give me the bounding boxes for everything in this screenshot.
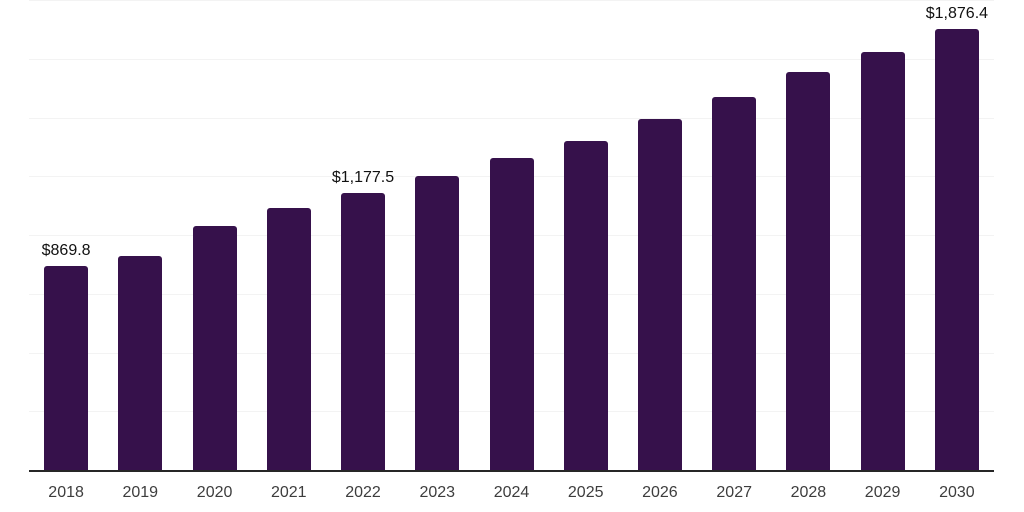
bar-2026 [638, 118, 682, 470]
x-tick-2029: 2029 [864, 484, 901, 501]
bar-2030 [934, 29, 979, 470]
x-tick-2018: 2018 [48, 484, 84, 501]
x-tick-2025: 2025 [567, 484, 604, 501]
gridline-2000 [29, 0, 994, 1]
bar-2019 [118, 255, 163, 470]
x-tick-2023: 2023 [419, 484, 456, 501]
bar-2025 [563, 140, 608, 470]
x-tick-2024: 2024 [493, 484, 530, 501]
value-label-2022: $1,177.5 [331, 169, 395, 187]
x-tick-2019: 2019 [122, 484, 159, 501]
bar-2027 [712, 96, 757, 470]
x-tick-2021: 2021 [270, 484, 307, 501]
x-tick-2020: 2020 [196, 484, 233, 501]
bar-2018 [44, 265, 89, 470]
value-label-2018: $869.8 [41, 241, 91, 259]
x-tick-2028: 2028 [790, 484, 827, 501]
bar-2021 [266, 208, 311, 470]
bar-2020 [192, 226, 237, 470]
bar-2022 [341, 193, 385, 470]
bar-2028 [786, 72, 831, 470]
gridline-1750 [29, 59, 994, 60]
x-tick-2027: 2027 [716, 484, 752, 501]
x-axis-line [29, 470, 994, 472]
gridline-1500 [29, 118, 994, 119]
value-label-2030: $1,876.4 [925, 5, 989, 22]
bar-2024 [489, 158, 534, 470]
x-tick-2030: 2030 [939, 484, 975, 501]
bar-2029 [860, 51, 905, 470]
bar-2023 [415, 176, 460, 471]
x-tick-2022: 2022 [345, 484, 381, 501]
x-tick-2026: 2026 [642, 484, 678, 501]
